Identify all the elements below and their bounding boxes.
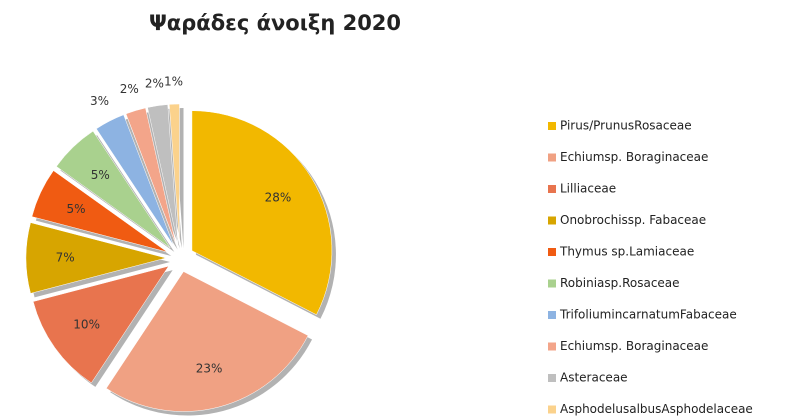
data-label: 10% [73, 317, 100, 331]
data-label: 3% [90, 94, 109, 108]
legend-swatch [548, 248, 556, 256]
legend-label: Echiumsp. Boraginaceae [560, 339, 708, 353]
data-label: 2% [145, 76, 164, 90]
data-label: 1% [164, 75, 183, 89]
legend-label: TrifoliumincarnatumFabaceae [559, 308, 737, 322]
legend-swatch [548, 153, 556, 162]
legend-swatch [548, 342, 556, 351]
slice [191, 110, 333, 316]
slice [56, 130, 171, 249]
data-label: 23% [196, 362, 223, 376]
legend-swatch [548, 374, 556, 382]
legend-label: AsphodelusalbusAsphodelaceae [560, 402, 753, 416]
data-label: 2% [120, 82, 139, 96]
data-label: 5% [91, 168, 110, 182]
chart-title: Ψαράδες άνοιξη 2020 [149, 11, 401, 35]
legend-swatch [548, 405, 556, 414]
legend-label: Asteraceae [560, 371, 628, 385]
legend-label: Thymus sp.Lamiaceae [559, 245, 694, 259]
legend-swatch [548, 311, 556, 319]
legend-swatch [548, 122, 556, 130]
slice [96, 114, 174, 246]
slice [31, 170, 168, 253]
slice [105, 271, 309, 412]
legend-label: Onobrochissp. Fabaceae [560, 213, 706, 227]
slice [32, 265, 170, 384]
slice [25, 222, 167, 294]
slice [125, 107, 177, 245]
legend-label: Echiumsp. Boraginaceae [560, 150, 708, 164]
data-label: 28% [265, 191, 292, 205]
data-label: 7% [56, 251, 75, 265]
legend-label: Robiniasp.Rosaceae [560, 276, 680, 290]
legend-swatch [548, 185, 556, 193]
legend-label: Pirus/PrunusRosaceae [560, 119, 692, 133]
legend-label: Lilliaceae [560, 182, 616, 196]
slice [147, 104, 179, 245]
data-label: 5% [67, 202, 86, 216]
legend-swatch [548, 279, 556, 288]
slice [169, 103, 180, 245]
legend-swatch [548, 216, 556, 225]
